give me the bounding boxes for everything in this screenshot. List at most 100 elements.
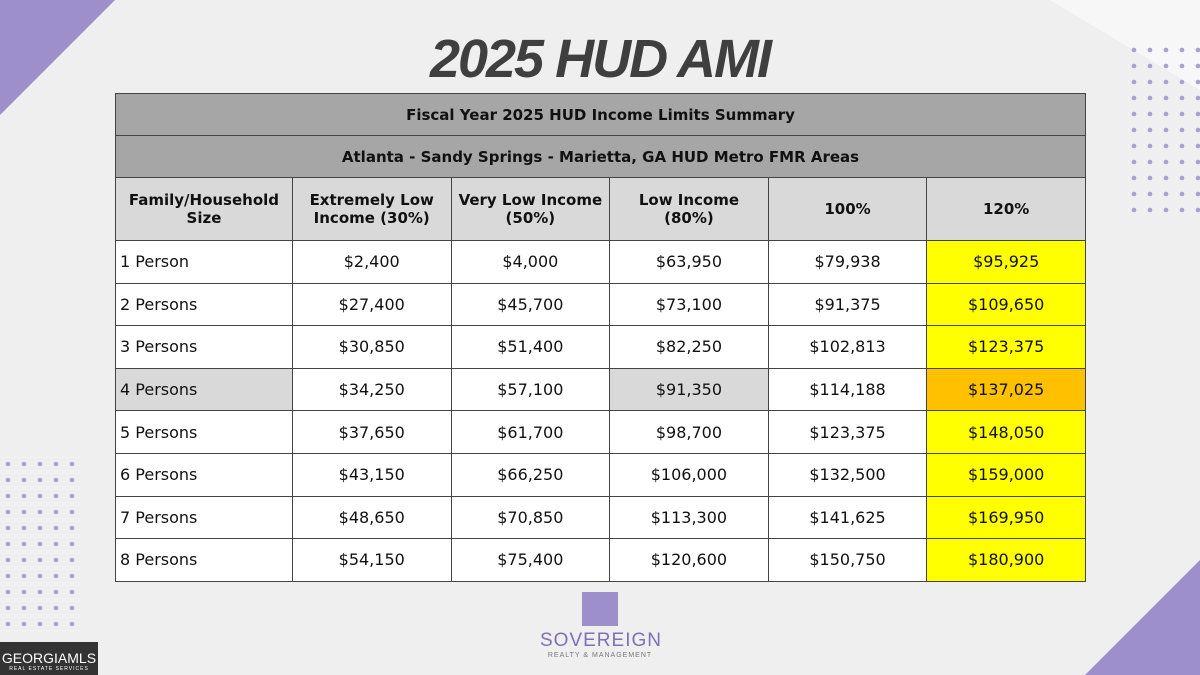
dot [21,557,27,563]
dot [5,509,11,515]
table-cell: $106,000 [609,452,769,497]
table-cell: $45,700 [450,282,611,327]
dot [5,525,11,531]
dot [1163,47,1169,53]
table-cell: $75,400 [450,538,611,582]
table-cell: $54,150 [291,538,452,582]
dot [1147,175,1153,181]
dot [1147,111,1153,117]
table-cell: $95,925 [926,240,1086,284]
column-header: Low Income (80%) [609,177,769,241]
dot [1179,47,1185,53]
table-cell: $37,650 [291,410,452,454]
dot [1163,207,1169,213]
dot [1131,111,1137,117]
table-cell: $98,700 [609,410,769,454]
dot [1147,63,1153,69]
table-cell: $132,500 [767,452,928,497]
dot [1147,127,1153,133]
dot [1131,207,1137,213]
column-header: Extremely Low Income (30%) [291,177,452,241]
table-cell: $73,100 [609,282,769,327]
income-table: Fiscal Year 2025 HUD Income Limits Summa… [115,93,1086,582]
table-row: 6 Persons $43,150 $66,250 $106,000 $132,500 $… [115,452,1086,497]
dot [21,621,27,627]
table-cell: $159,000 [926,452,1086,497]
dot [1179,79,1185,85]
table-cell: 2 Persons [115,282,293,327]
corner-shape [0,0,115,115]
dot [37,509,43,515]
dot-grid [5,461,75,627]
badge-tagline: REAL ESTATE SERVICES [9,666,89,672]
table-cell: $2,400 [291,240,452,284]
table-cell: $113,300 [609,495,769,540]
dot [1131,127,1137,133]
table-row: 2 Persons $27,400 $45,700 $73,100 $91,375 $10… [115,282,1086,327]
dot [1195,127,1200,133]
table-cell: $79,938 [767,240,928,284]
dot [5,477,11,483]
dot [1131,63,1137,69]
table-row: 4 Persons $34,250 $57,100 $91,350 $114,188 $1… [115,367,1086,412]
dot [21,589,27,595]
dot [5,493,11,499]
corner-shape [1085,560,1200,675]
dot [1163,143,1169,149]
dot [37,493,43,499]
page-title: 2025 HUD AMI [429,29,772,89]
dot [1147,143,1153,149]
table-cell: $51,400 [450,325,611,369]
dot [1147,191,1153,197]
table-cell: $91,375 [767,282,928,327]
dot [69,493,75,499]
dot [37,541,43,547]
dot [1179,127,1185,133]
dot [1195,175,1200,181]
dot [1131,175,1137,181]
dot [69,541,75,547]
dot [53,605,59,611]
table-cell: $48,650 [291,495,452,540]
dot [1147,159,1153,165]
table-cell: $43,150 [291,452,452,497]
table-cell: 1 Person [115,240,293,284]
dot [1195,143,1200,149]
table-cell: $150,750 [767,538,928,582]
table-cell: $4,000 [450,240,611,284]
dot [1179,63,1185,69]
dot [5,573,11,579]
dot [53,541,59,547]
table-cell: $70,850 [450,495,611,540]
table-cell: 4 Persons [115,367,293,412]
dot [5,541,11,547]
dot [1163,191,1169,197]
dot [1163,95,1169,101]
table-cell: $61,700 [450,410,611,454]
dot [1179,175,1185,181]
table-cell: $63,950 [609,240,769,284]
table-cell: 7 Persons [115,495,293,540]
table-cell: $66,250 [450,452,611,497]
dot [1163,127,1169,133]
dot [1195,95,1200,101]
table-cell: $114,188 [767,367,928,412]
table-cell: $30,850 [291,325,452,369]
table-cell: 3 Persons [115,325,293,369]
table-cell: $34,250 [291,367,452,412]
dot [1131,191,1137,197]
dot [5,557,11,563]
dot [1179,207,1185,213]
dot [1147,207,1153,213]
dot [1131,95,1137,101]
dot [1179,111,1185,117]
dot [1195,159,1200,165]
dot [21,573,27,579]
dot [37,605,43,611]
dot [69,557,75,563]
dot [53,525,59,531]
table-cell: $180,900 [926,538,1086,582]
logo-name: SOVEREIGN [540,630,662,651]
dot [1195,63,1200,69]
